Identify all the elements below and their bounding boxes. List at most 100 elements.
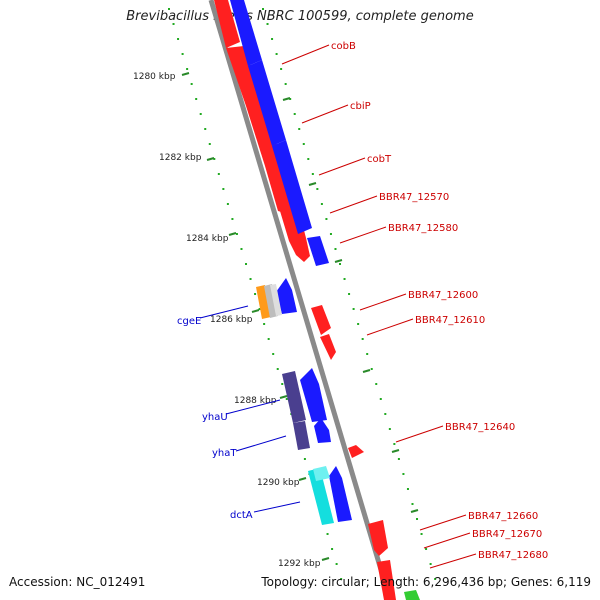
tick-dot [298,128,301,130]
tick-dot [195,98,198,100]
tick-dot [217,173,220,175]
label-leader-line [235,435,287,452]
tick-dot [267,338,270,340]
cds-block [272,140,312,234]
label-leader-line [329,195,378,214]
gene-label-right: BBR47_12600 [408,290,478,301]
tick-dot [416,518,419,520]
scale-tick [181,72,190,76]
gene-label-left: dctA [230,510,253,521]
gene-block-cyan [308,468,334,525]
tick-dot [384,413,387,415]
gene-block-orange [256,285,271,319]
gene-label-left: yhaU [202,412,228,423]
cds-arrow [314,418,331,443]
tick-dot [303,458,306,460]
gene-label-right: cobB [331,41,356,52]
gene-arrow [246,104,282,168]
tick-dot [181,53,184,55]
gene-arrow [320,334,336,360]
tick-dot [281,383,284,385]
tick-dot [272,353,275,355]
genome-backbone [208,0,393,600]
cds-block [248,60,286,146]
tick-dot [307,158,310,160]
label-leader-line [429,553,477,569]
label-leader-line [419,514,467,531]
scale-label: 1284 kbp [186,234,229,244]
tick-dot [402,473,405,475]
label-leader-line [339,226,387,244]
tick-dot [213,158,216,160]
label-leader-line [423,532,471,549]
tick-dot [262,8,264,10]
tick-dot [361,338,364,340]
tick-dot [335,563,338,565]
tick-dot [370,368,373,370]
gene-block-green [404,590,420,600]
label-leader-line [253,501,301,513]
tick-dot [258,308,261,310]
tick-dot [393,443,396,445]
gene-label-right: BBR47_12580 [388,223,458,234]
gene-block [377,560,396,600]
tick-dot [420,533,423,535]
gene-arrow [289,238,310,262]
tick-dot [284,83,287,85]
left-gene-track [256,284,334,525]
tick-dot [204,128,207,130]
tick-dot [325,218,328,220]
tick-dot [379,398,382,400]
tick-dot [240,248,243,250]
tick-dot [226,203,229,205]
scale-tick [334,259,343,263]
gene-arrow [226,46,264,108]
gene-label-right: cobT [367,154,392,165]
gene-arrow [311,305,331,335]
tick-dot [231,218,234,220]
tick-dot [334,248,337,250]
left-gene-labels: cgeE yhaU yhaT dctA [177,316,253,521]
scale-label: 1282 kbp [159,153,202,163]
tick-dot [388,428,391,430]
tick-dot [352,308,355,310]
tick-dot [266,23,269,25]
tick-dots-right [262,8,437,580]
scale-label: 1290 kbp [257,478,300,488]
cds-track [230,0,352,522]
tick-dot [302,143,305,145]
scale-label: 1292 kbp [278,559,321,569]
right-gene-labels: cobB cbiP cobT BBR47_12570 BBR47_12580 BBR47_… [331,41,548,561]
gene-label-left: cgeE [177,316,201,327]
tick-dot [320,203,323,205]
tick-dot [326,533,329,535]
cds-arrow [276,278,297,314]
scale-tick-marks [181,72,419,561]
tick-dot [411,503,414,505]
gene-block-lightgray [270,284,282,316]
cds-arrow [329,466,352,522]
tick-dot [406,488,409,490]
gene-arrow [368,520,388,556]
tick-dot [254,293,257,295]
label-leader-line [199,305,249,319]
scale-labels: 1280 kbp 1282 kbp 1284 kbp 1286 kbp 1288 kbp… [133,72,321,569]
tick-dot [397,458,400,460]
tick-dot [208,143,211,145]
tick-dot [293,113,296,115]
scale-tick [206,157,215,161]
tick-dot [339,263,342,265]
tick-dot [222,188,225,190]
tick-dot [245,263,248,265]
scale-tick [410,509,419,513]
scale-tick [308,182,317,186]
tick-dot [199,113,202,115]
gene-label-right: cbiP [350,101,371,112]
gene-block-navy [293,421,310,450]
gene-label-right: BBR47_12610 [415,315,485,326]
scale-tick [362,369,371,373]
gene-block-cyan [313,466,330,481]
tick-dot [434,578,437,580]
gene-label-right: BBR47_12570 [379,192,449,203]
